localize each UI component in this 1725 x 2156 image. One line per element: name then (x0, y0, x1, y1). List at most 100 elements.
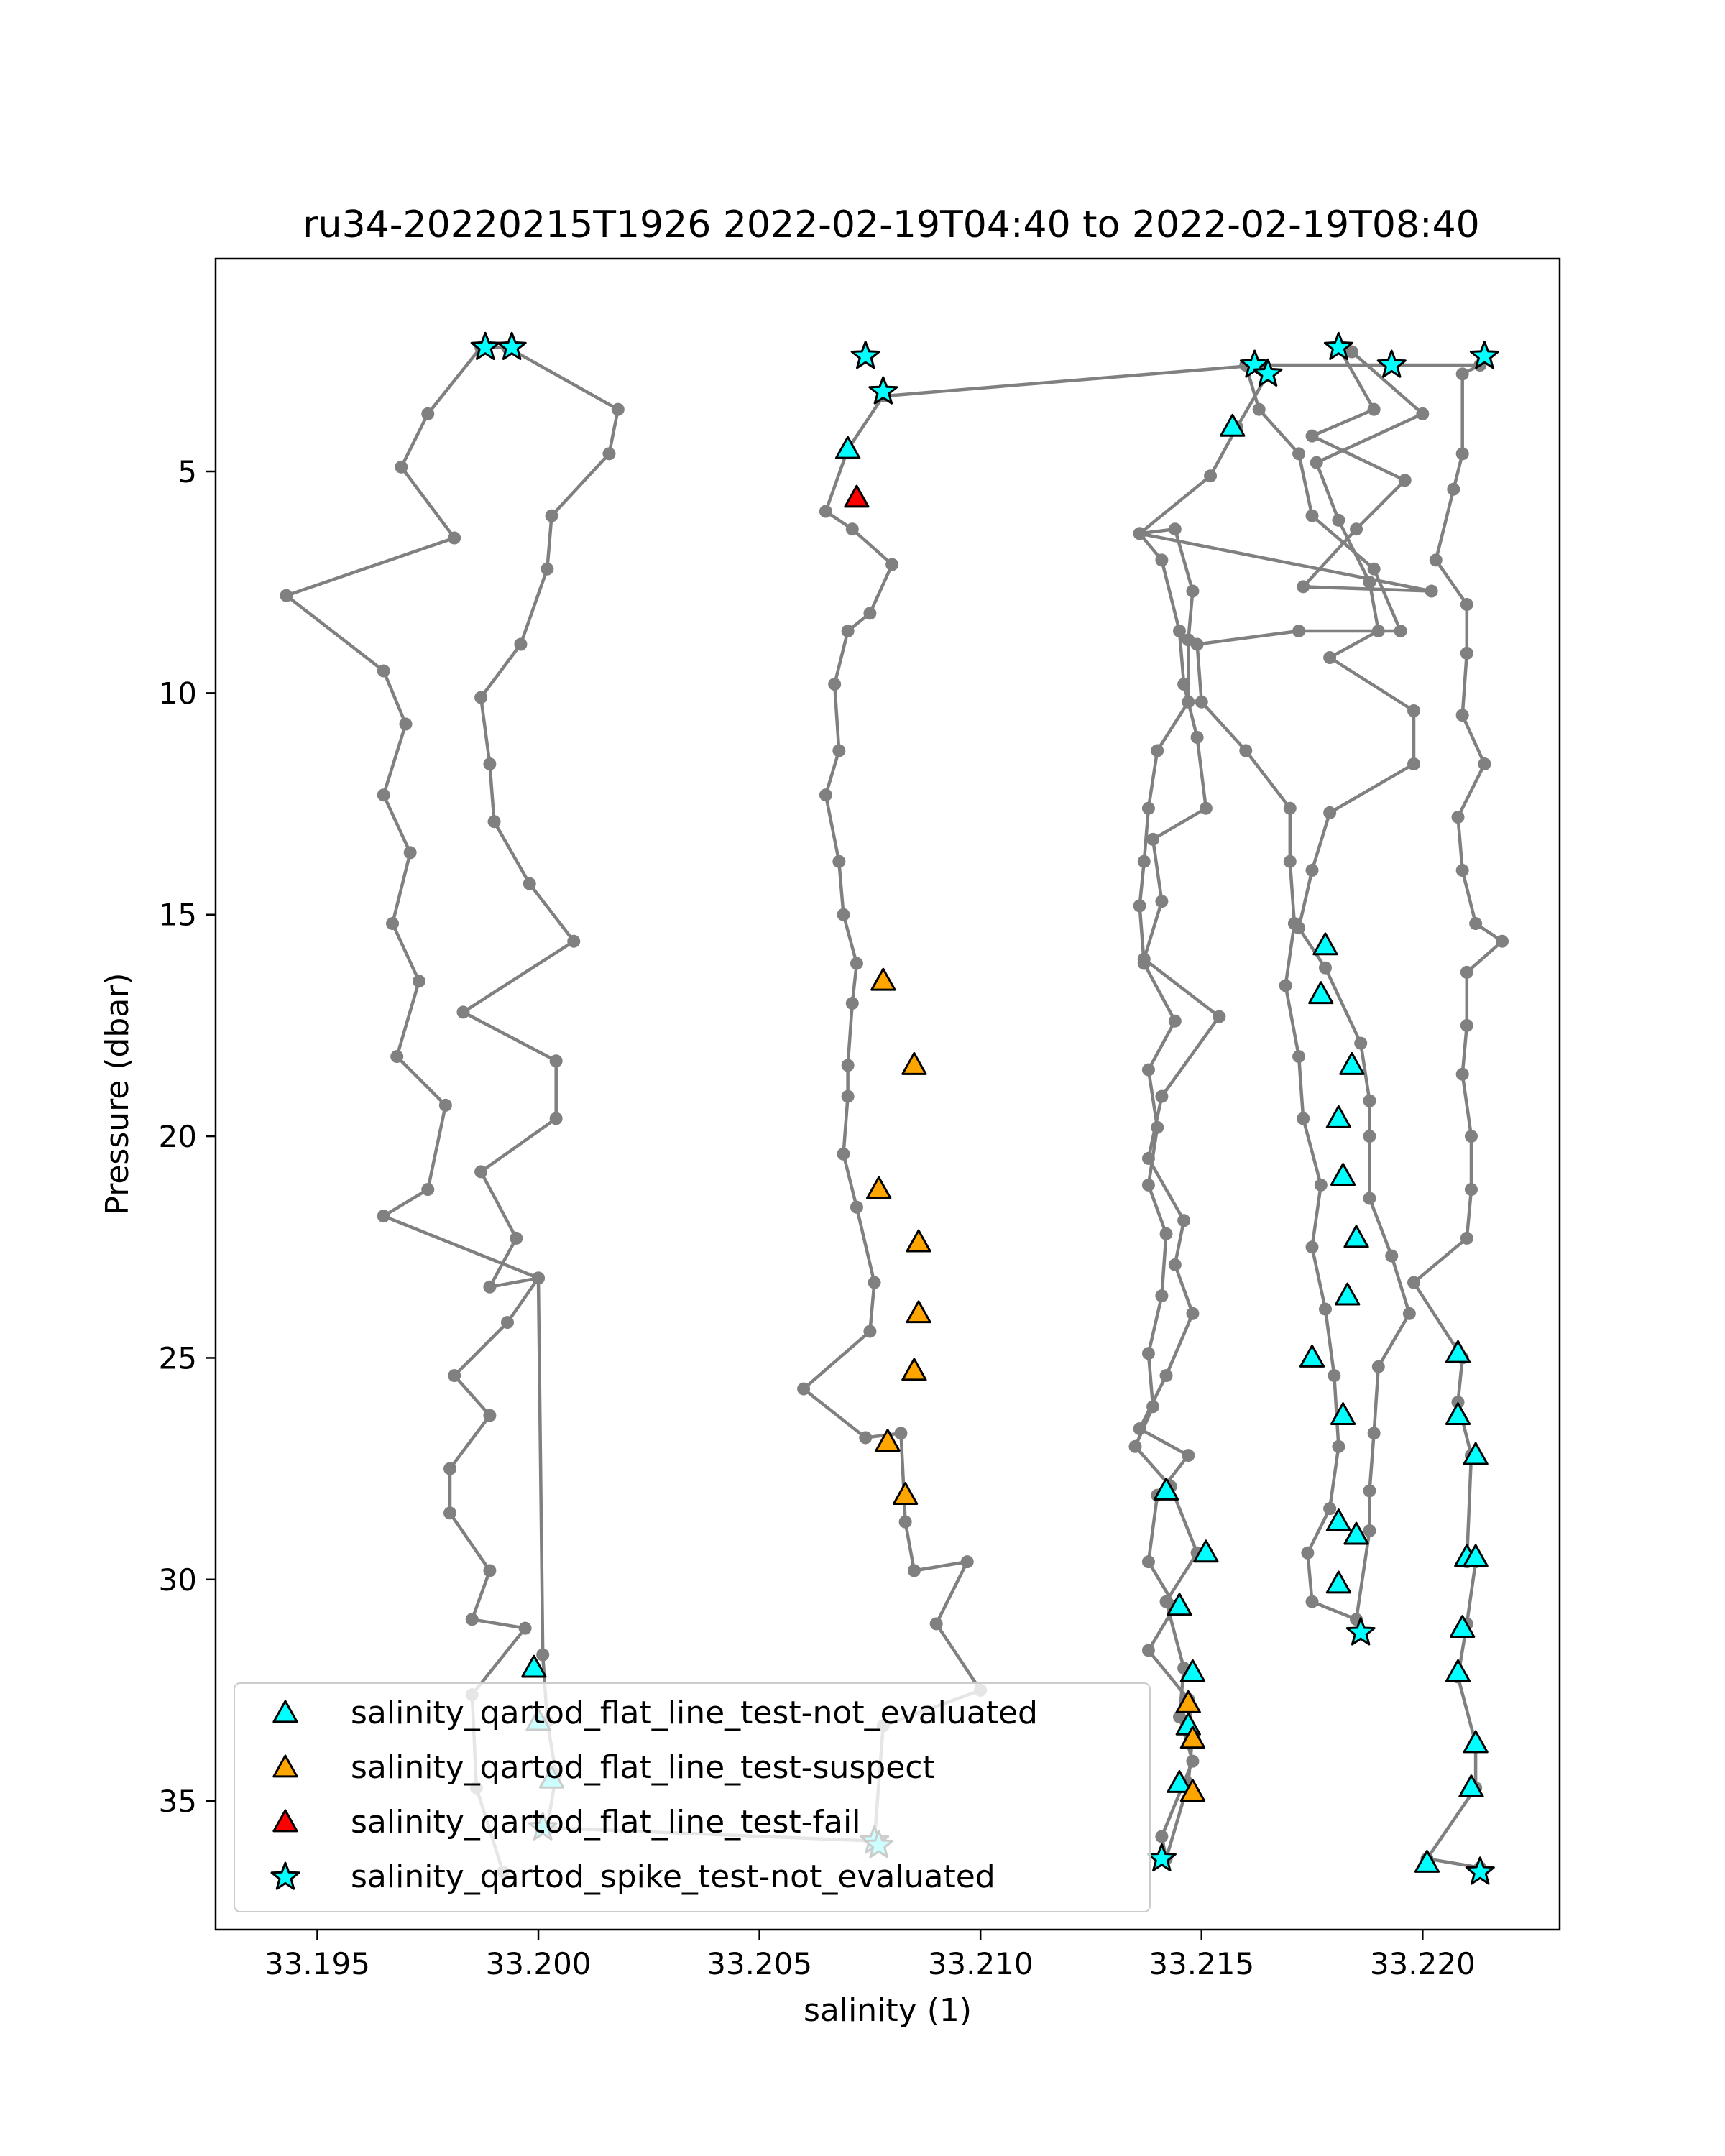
y-tick-label: 15 (159, 898, 197, 933)
profile-point (1345, 345, 1358, 359)
marker-flat-line-suspect (906, 1300, 932, 1324)
profile-point (929, 1617, 943, 1631)
profile-point (1141, 1063, 1155, 1077)
profile-point (1141, 1178, 1155, 1192)
profile-point (1371, 625, 1385, 638)
profile-point (1172, 1710, 1186, 1723)
y-tick-label: 20 (159, 1119, 197, 1154)
profile-point (1190, 731, 1204, 745)
profile-point (1455, 367, 1469, 381)
marker-flat-line-not-evaluated (1445, 1402, 1471, 1426)
marker-flat-line-suspect (906, 1229, 932, 1253)
profile-point (1128, 1439, 1142, 1453)
profile-point (474, 691, 488, 704)
profile-point (1182, 695, 1195, 709)
marker-flat-line-not-evaluated (1193, 1539, 1219, 1563)
x-tick-label: 33.195 (264, 1946, 370, 1981)
x-tick-label: 33.210 (928, 1946, 1034, 1981)
profile-point (1151, 744, 1164, 757)
profile-point (1159, 1369, 1173, 1383)
profile-point (1323, 806, 1337, 819)
profile-point (1133, 527, 1146, 540)
profile-point (1363, 1192, 1376, 1205)
profile-point (443, 1506, 457, 1520)
profile-point (536, 1648, 550, 1662)
profile-point (1168, 1014, 1182, 1028)
profile-point (602, 447, 616, 461)
profile-point (845, 522, 859, 536)
marker-flat-line-not-evaluated (1325, 1105, 1352, 1128)
profile-point (1297, 580, 1310, 594)
marker-flat-line-not-evaluated (1450, 1615, 1476, 1639)
profile-point (1186, 584, 1200, 598)
profile-point (1455, 1067, 1469, 1081)
profile-point (1367, 562, 1381, 576)
profile-point (1155, 1089, 1169, 1103)
profile-point (1137, 952, 1151, 966)
profile-point (1177, 678, 1191, 691)
marker-flat-line-not-evaluated (1179, 1659, 1206, 1682)
profile-point (483, 1280, 497, 1294)
profile-point (386, 917, 400, 931)
marker-flat-line-suspect (1179, 1726, 1206, 1749)
profile-point (1478, 757, 1491, 771)
profile-point (1146, 832, 1160, 846)
profile-point (443, 1462, 457, 1475)
profile-point (377, 788, 390, 802)
profile-point (1182, 1449, 1195, 1462)
marker-spike-not-evaluated (1323, 331, 1353, 360)
profile-point (421, 1183, 435, 1197)
profile-point (1402, 1307, 1416, 1320)
x-tick-label: 33.215 (1149, 1946, 1254, 1981)
profile-point (549, 1054, 563, 1068)
profile-point (841, 1089, 855, 1103)
profile-point (1287, 917, 1301, 931)
legend-label-spike-not-evaluated: salinity_qartod_spike_test-not_evaluated (351, 1858, 995, 1895)
profile-point (1314, 1178, 1328, 1192)
profile-point (1172, 625, 1186, 638)
profile-point (1292, 1050, 1306, 1064)
marker-spike-not-evaluated (1465, 1856, 1495, 1885)
profile-point (1141, 1555, 1155, 1569)
profile-point (1398, 474, 1412, 487)
profile-point (819, 788, 832, 802)
profile-point (1155, 1830, 1169, 1843)
profile-point (907, 1564, 921, 1577)
profile-point (1141, 801, 1155, 815)
legend-box (234, 1682, 1151, 1912)
profile-point (510, 1231, 523, 1245)
profile-point (412, 975, 426, 988)
marker-flat-line-not-evaluated (1463, 1442, 1489, 1465)
profile-point (1394, 625, 1407, 638)
y-axis-label: Pressure (dbar) (99, 972, 136, 1215)
profile-point (850, 957, 863, 970)
marker-flat-line-suspect (1179, 1779, 1206, 1802)
profile-point (863, 607, 877, 620)
marker-flat-line-not-evaluated (1414, 1849, 1440, 1873)
marker-flat-line-not-evaluated (1325, 1570, 1352, 1594)
marker-spike-not-evaluated (1469, 341, 1499, 369)
profile-point (1177, 1214, 1191, 1227)
profile-point (863, 1325, 877, 1338)
profile-point (483, 757, 497, 771)
marker-flat-line-not-evaluated (1445, 1340, 1471, 1363)
marker-flat-line-not-evaluated (834, 436, 861, 459)
marker-flat-line-not-evaluated (1339, 1051, 1365, 1075)
profile-point (1186, 1754, 1200, 1768)
marker-flat-line-not-evaluated (1325, 1508, 1352, 1532)
y-tick-label: 25 (159, 1340, 197, 1376)
profile-point (1496, 934, 1509, 948)
marker-flat-line-not-evaluated (521, 1654, 547, 1678)
profile-point (850, 1200, 863, 1214)
profile-point (1137, 854, 1151, 868)
profile-point (1305, 864, 1319, 877)
profile-point (1455, 447, 1469, 461)
marker-flat-line-suspect (901, 1051, 927, 1075)
profile-point (1305, 509, 1319, 522)
profile-point (1460, 598, 1473, 612)
profile-point (1367, 402, 1381, 416)
profile-point (1155, 1289, 1169, 1303)
profile-point (514, 637, 528, 651)
profile-point (448, 1369, 461, 1383)
marker-spike-not-evaluated (1253, 358, 1283, 387)
